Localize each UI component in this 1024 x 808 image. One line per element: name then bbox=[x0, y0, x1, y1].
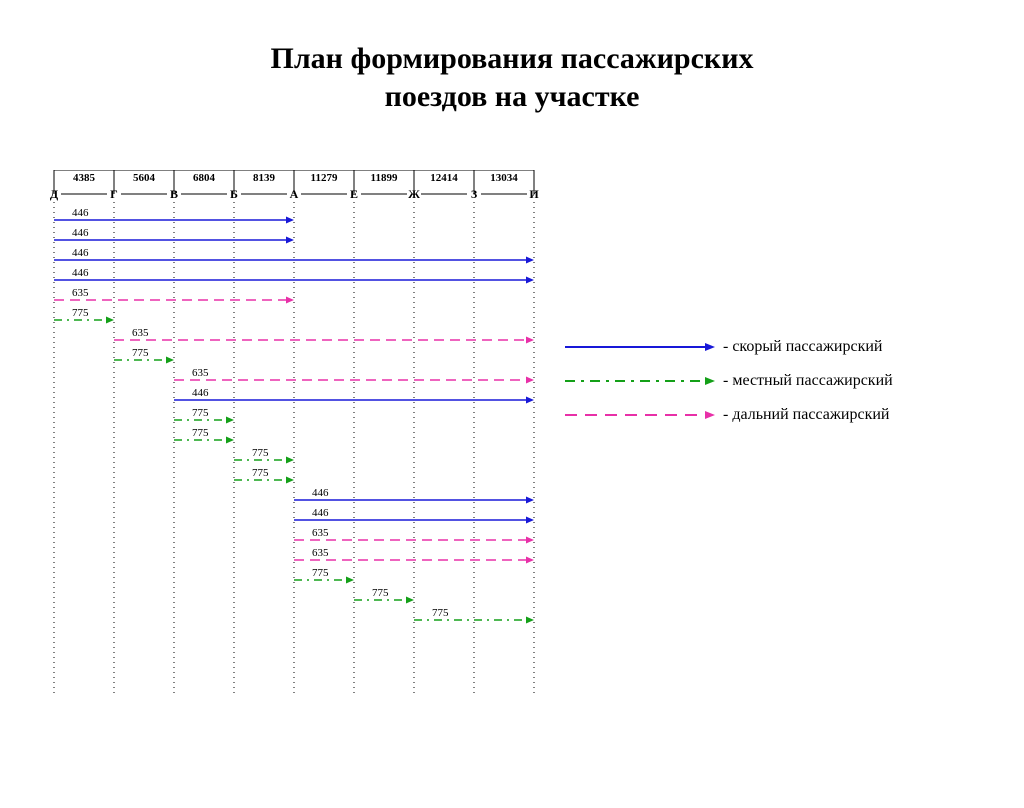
svg-text:З: З bbox=[471, 187, 477, 201]
legend-line-local bbox=[565, 371, 715, 391]
route-arrow bbox=[526, 337, 534, 344]
route-arrow bbox=[286, 297, 294, 304]
legend-label: - скорый пассажирский bbox=[723, 338, 882, 356]
svg-text:В: В bbox=[170, 187, 178, 201]
route-arrow bbox=[106, 317, 114, 324]
route-label: 775 bbox=[312, 567, 329, 579]
route-label: 635 bbox=[72, 287, 89, 299]
route-arrow bbox=[166, 357, 174, 364]
svg-text:6804: 6804 bbox=[193, 172, 216, 184]
svg-text:Г: Г bbox=[110, 187, 118, 201]
svg-text:И: И bbox=[529, 187, 539, 201]
route-label: 446 bbox=[312, 487, 329, 499]
svg-text:Ж: Ж bbox=[408, 187, 420, 201]
route-arrow bbox=[226, 417, 234, 424]
route-label: 635 bbox=[192, 367, 209, 379]
route-arrow bbox=[526, 377, 534, 384]
svg-text:13034: 13034 bbox=[490, 172, 518, 184]
legend: - скорый пассажирский - местный пассажирс… bbox=[565, 330, 893, 432]
route-label: 635 bbox=[132, 327, 149, 339]
route-label: 775 bbox=[252, 467, 269, 479]
route-arrow bbox=[526, 397, 534, 404]
route-label: 446 bbox=[72, 247, 89, 259]
route-arrow bbox=[526, 557, 534, 564]
legend-label: - местный пассажирский bbox=[723, 372, 893, 390]
route-arrow bbox=[526, 617, 534, 624]
legend-row: - местный пассажирский bbox=[565, 364, 893, 398]
route-label: 635 bbox=[312, 547, 329, 559]
page-title: План формирования пассажирских поездов н… bbox=[0, 40, 1024, 115]
route-arrow bbox=[286, 477, 294, 484]
legend-line-fast bbox=[565, 337, 715, 357]
route-arrow bbox=[526, 537, 534, 544]
legend-line-long bbox=[565, 405, 715, 425]
svg-text:12414: 12414 bbox=[430, 172, 458, 184]
route-label: 775 bbox=[432, 607, 449, 619]
title-line-2: поездов на участке bbox=[385, 80, 640, 113]
route-arrow bbox=[406, 597, 414, 604]
route-arrow bbox=[286, 457, 294, 464]
train-chart: 4385 5604 6804 8139 11279 11899 12414 13034 Д Г В Б… bbox=[40, 170, 540, 700]
route-label: 775 bbox=[192, 427, 209, 439]
route-label: 446 bbox=[312, 507, 329, 519]
legend-label: - дальний пассажирский bbox=[723, 406, 889, 424]
route-label: 775 bbox=[192, 407, 209, 419]
chart-svg: 4385 5604 6804 8139 11279 11899 12414 13034 Д Г В Б… bbox=[40, 170, 540, 700]
route-label: 446 bbox=[72, 227, 89, 239]
route-arrow bbox=[526, 277, 534, 284]
route-arrow bbox=[526, 517, 534, 524]
route-arrow bbox=[286, 237, 294, 244]
title-line-1: План формирования пассажирских bbox=[271, 42, 754, 75]
route-label: 775 bbox=[252, 447, 269, 459]
svg-text:11279: 11279 bbox=[311, 172, 338, 184]
svg-text:8139: 8139 bbox=[253, 172, 276, 184]
legend-row: - дальний пассажирский bbox=[565, 398, 893, 432]
route-label: 775 bbox=[72, 307, 89, 319]
route-arrow bbox=[346, 577, 354, 584]
svg-text:4385: 4385 bbox=[73, 172, 96, 184]
route-label: 446 bbox=[192, 387, 209, 399]
route-label: 446 bbox=[72, 267, 89, 279]
route-arrow bbox=[286, 217, 294, 224]
route-arrow bbox=[526, 497, 534, 504]
svg-text:Б: Б bbox=[230, 187, 238, 201]
svg-text:Д: Д bbox=[50, 187, 59, 201]
route-label: 775 bbox=[132, 347, 149, 359]
legend-row: - скорый пассажирский bbox=[565, 330, 893, 364]
route-label: 635 bbox=[312, 527, 329, 539]
svg-text:5604: 5604 bbox=[133, 172, 156, 184]
route-label: 446 bbox=[72, 207, 89, 219]
svg-text:А: А bbox=[290, 187, 299, 201]
svg-text:11899: 11899 bbox=[371, 172, 398, 184]
svg-text:Е: Е bbox=[350, 187, 358, 201]
route-arrow bbox=[526, 257, 534, 264]
route-label: 775 bbox=[372, 587, 389, 599]
route-arrow bbox=[226, 437, 234, 444]
